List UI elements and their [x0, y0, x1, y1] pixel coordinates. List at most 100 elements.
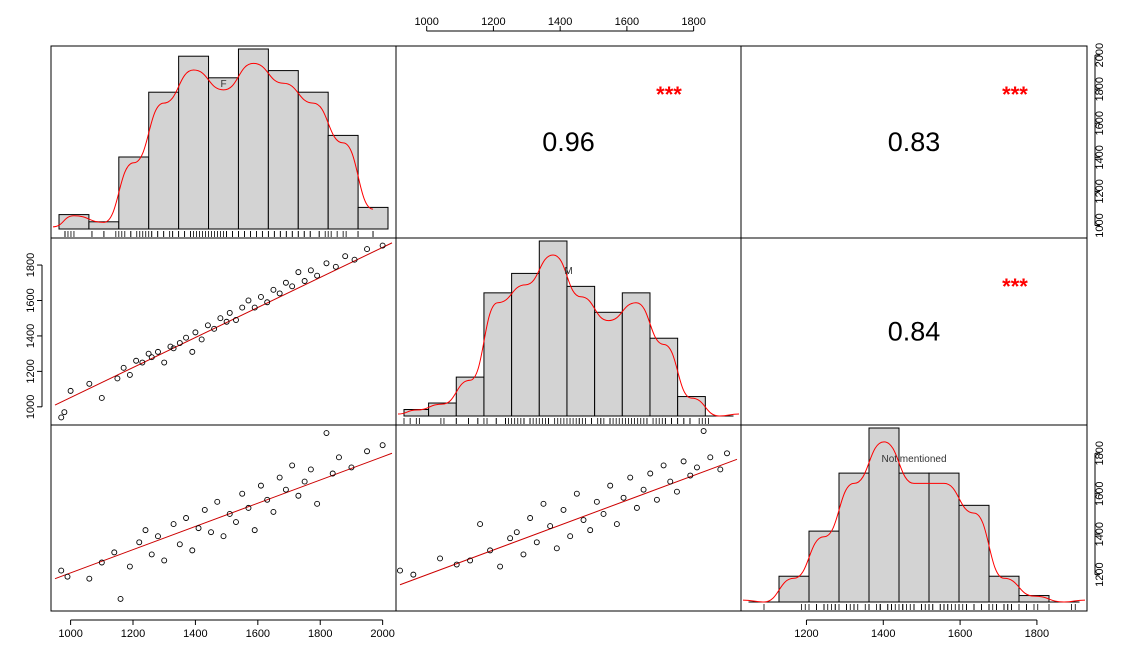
tick-label: 1200	[121, 628, 145, 640]
significance-stars: ***	[1002, 82, 1028, 107]
scatter-point	[314, 272, 321, 279]
scatter-point	[208, 529, 214, 536]
scatter-point	[148, 551, 155, 558]
scatter-point	[560, 506, 567, 513]
tick-label: 2000	[370, 628, 394, 640]
scatter-point	[717, 466, 724, 473]
histogram-bar	[649, 337, 679, 417]
scatter-point	[289, 462, 296, 469]
scatter-point	[233, 317, 239, 323]
histogram-bar	[297, 91, 329, 230]
scatter-point	[364, 448, 370, 455]
scatter-point	[533, 539, 540, 546]
tick-label: 1800	[25, 253, 37, 277]
scatter-point	[301, 278, 308, 284]
histogram-bar	[566, 285, 596, 417]
scatter-point	[640, 486, 647, 493]
tick-label: 1200	[481, 16, 505, 28]
scatter-point	[170, 521, 177, 528]
scatter-point	[251, 527, 258, 534]
scatter-point	[667, 478, 674, 485]
histogram-bar	[928, 472, 960, 603]
scatter-point	[547, 523, 554, 530]
scatter-point	[487, 547, 494, 554]
scatter-point	[410, 571, 417, 578]
scatter-point	[520, 551, 527, 558]
scatter-point	[295, 492, 302, 499]
scatter-point	[58, 567, 65, 574]
tick-label: 1400	[183, 628, 207, 640]
tick-label: 1200	[1094, 179, 1106, 203]
scatter-point	[348, 464, 355, 471]
scatter-point	[694, 464, 700, 471]
scatter-point	[58, 414, 65, 421]
variable-label: M	[564, 266, 572, 277]
scatter-point	[183, 334, 190, 341]
correlation-value: 0.83	[888, 127, 941, 157]
tick-label: 1600	[246, 628, 270, 640]
scatter-point	[289, 283, 296, 290]
histogram-bar	[357, 206, 389, 230]
scatter-point	[86, 380, 93, 387]
scatter-point	[167, 343, 174, 350]
scatter-point	[660, 462, 667, 469]
tick-label: 1400	[1094, 522, 1106, 546]
scatter-point	[183, 515, 190, 521]
histogram-bar	[208, 77, 239, 230]
histogram-bar	[958, 504, 990, 603]
scatter-point	[204, 322, 211, 329]
histogram-bar	[267, 70, 299, 230]
scatter-point	[98, 395, 105, 401]
histogram-bar	[483, 292, 513, 417]
histogram-bar	[538, 240, 568, 417]
scatter-point	[397, 567, 403, 574]
scatter-point	[342, 253, 349, 260]
significance-stars: ***	[1002, 274, 1028, 299]
scatter-point	[136, 539, 143, 546]
histogram-bar	[677, 396, 706, 417]
significance-stars: ***	[656, 82, 682, 107]
scatter-point	[276, 474, 283, 481]
scatter-point	[114, 375, 121, 382]
scatter-point	[527, 515, 534, 521]
histogram-bar	[778, 575, 810, 603]
scatter-point	[133, 357, 140, 364]
histogram-bar	[428, 402, 457, 417]
tick-label: 1800	[1094, 441, 1106, 465]
histogram-bar	[327, 134, 359, 230]
scatter-point	[687, 472, 694, 479]
tick-label: 1400	[871, 628, 895, 640]
scatter-point	[139, 359, 146, 366]
scatter-point	[724, 450, 730, 457]
tick-label: 1200	[25, 359, 37, 383]
tick-label: 1400	[1094, 145, 1106, 169]
density-curve	[52, 62, 374, 228]
scatter-point	[282, 486, 289, 493]
tick-label: 1800	[1094, 77, 1106, 101]
scatter-point	[567, 533, 574, 540]
scatter-point	[647, 470, 654, 477]
tick-label: 1600	[25, 288, 37, 312]
scatter-point	[198, 336, 205, 343]
histogram-bar	[868, 427, 900, 603]
scatter-point	[613, 521, 620, 528]
scatter-point	[364, 246, 370, 253]
tick-label: 1600	[948, 628, 972, 640]
scatter-point	[307, 466, 314, 473]
tick-label: 1000	[58, 628, 82, 640]
scatter-point	[295, 269, 302, 276]
scatter-point	[64, 573, 71, 580]
scatter-point	[257, 293, 264, 300]
scatter-point	[332, 263, 339, 270]
scatter-point	[126, 371, 133, 378]
histogram-bar	[237, 48, 269, 230]
scatter-point	[161, 359, 168, 366]
scatter-point	[201, 506, 208, 513]
scatter-point	[587, 527, 594, 534]
scatter-point	[700, 428, 707, 434]
scatter-point	[379, 442, 386, 449]
scatter-point	[67, 387, 74, 394]
density-curve	[397, 254, 740, 417]
scatter-point	[226, 309, 233, 316]
scatter-point	[126, 563, 133, 570]
